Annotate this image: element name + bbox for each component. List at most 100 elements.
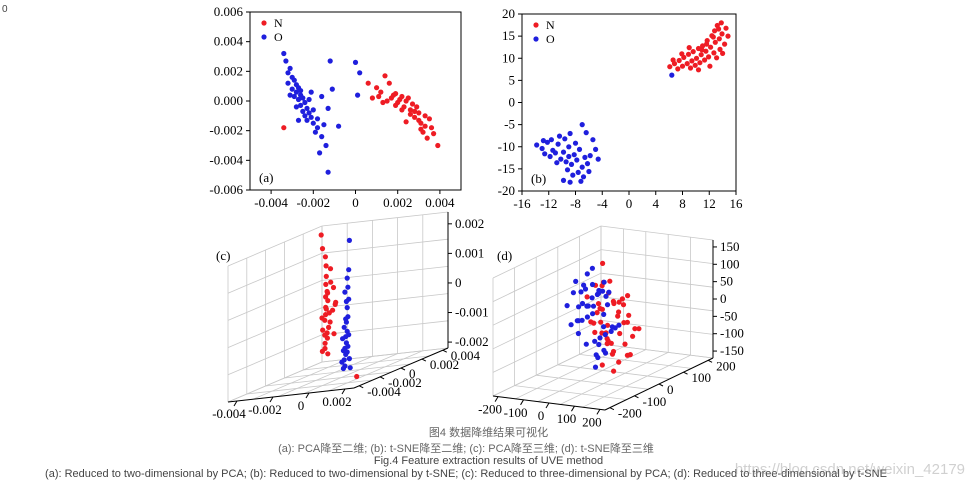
point-o-d	[592, 338, 598, 344]
point-o-d	[575, 330, 582, 337]
x-tick-label-b: 16	[730, 196, 744, 211]
x-tick-label-a: -0.002	[297, 195, 331, 210]
point-o-b	[580, 174, 587, 180]
z-tick-label-d: -100	[720, 326, 744, 341]
point-o-b	[578, 178, 584, 184]
z-tick-label-d: 100	[720, 256, 740, 271]
grid-line-c	[227, 334, 323, 376]
x-tick-label-c: 0	[298, 398, 305, 413]
y-tick-label-b: -20	[498, 183, 515, 198]
z-tick-label-c: 0	[455, 275, 462, 290]
point-o-d	[582, 286, 589, 292]
point-o-b	[582, 154, 588, 160]
point-o-b	[547, 153, 553, 160]
x-tick-label-a: 0	[352, 195, 359, 210]
point-o-d	[602, 332, 608, 338]
point-o-b	[587, 153, 593, 159]
point-n-a	[407, 107, 413, 113]
y-tick-label-d: 0	[667, 382, 674, 397]
point-o-c	[343, 316, 349, 322]
point-o-d	[601, 311, 607, 317]
x-tick-label-b: -16	[513, 196, 531, 211]
y-tick-label-b: 5	[509, 72, 516, 87]
point-o-a	[302, 113, 308, 119]
point-n-b	[706, 54, 712, 60]
x-tick-label-d: -200	[478, 402, 502, 417]
point-n-d	[607, 278, 613, 284]
point-o-d	[597, 335, 603, 341]
point-n-a	[412, 108, 418, 114]
point-n-a	[412, 114, 418, 120]
point-n-a	[374, 85, 380, 91]
point-n-b	[692, 62, 698, 68]
point-n-a	[416, 117, 422, 123]
point-o-b	[552, 150, 559, 156]
point-o-b	[595, 156, 601, 162]
grid-line-c	[303, 355, 430, 371]
point-o-a	[281, 50, 287, 57]
grid-line-d	[492, 249, 602, 302]
point-o-a	[298, 102, 304, 108]
point-n-c	[323, 304, 329, 310]
point-o-b	[590, 137, 596, 143]
grid-line-d	[536, 374, 649, 390]
point-n-b	[679, 51, 685, 57]
point-n-a	[422, 113, 428, 119]
point-n-c	[331, 331, 337, 337]
y-tick-label-b: -15	[498, 161, 515, 176]
y-tick-label-b: -5	[504, 117, 515, 132]
point-n-b	[693, 55, 700, 61]
grid-line-c	[227, 252, 323, 294]
point-n-a	[409, 101, 416, 107]
point-o-a	[295, 117, 302, 123]
point-o-d	[584, 271, 590, 277]
point-n-c	[322, 254, 328, 260]
point-o-a	[317, 150, 323, 156]
y-tick-label-c: 0.002	[430, 357, 459, 372]
point-o-b	[560, 149, 567, 155]
point-n-c	[323, 273, 329, 279]
y-tick-label-d: 100	[692, 370, 712, 385]
point-o-a	[289, 86, 295, 92]
point-o-d	[606, 289, 612, 295]
point-o-a	[306, 110, 312, 116]
grid-line-c	[253, 358, 348, 400]
point-n-d	[616, 299, 622, 305]
y-tick-label-a: -0.006	[209, 182, 243, 197]
point-o-a	[336, 123, 342, 129]
point-o-c	[340, 336, 346, 342]
point-n-b	[714, 55, 720, 61]
y-tick-label-a: 0.000	[214, 93, 243, 108]
x-tick-label-b: 12	[703, 196, 716, 211]
point-o-a	[352, 59, 359, 65]
point-o-a	[293, 89, 299, 95]
z-tick-label-c: -0.002	[455, 334, 489, 349]
point-o-c	[345, 343, 351, 349]
z-tick-label-d: 0	[720, 291, 727, 306]
point-o-b	[548, 137, 555, 143]
y-tick-c	[400, 367, 406, 371]
point-o-b	[575, 169, 581, 175]
grid-line-d	[537, 349, 646, 402]
point-o-a	[298, 88, 304, 94]
point-o-a	[325, 169, 331, 175]
point-n-b	[716, 26, 722, 32]
point-n-d	[610, 298, 617, 304]
point-n-a	[386, 80, 392, 86]
point-n-b	[684, 61, 690, 67]
grid-line-c	[246, 379, 373, 395]
point-n-a	[388, 95, 394, 101]
point-o-d	[616, 322, 622, 328]
x-tick-label-c: 0.002	[322, 394, 351, 409]
x-tick-label-d: 0	[538, 408, 545, 423]
point-n-b	[711, 50, 717, 56]
point-n-c	[320, 327, 326, 333]
point-o-d	[564, 303, 570, 309]
point-o-b	[570, 172, 576, 178]
point-o-a	[306, 96, 312, 103]
point-o-a	[300, 108, 306, 114]
x-tick-c	[233, 400, 238, 407]
point-o-a	[308, 114, 314, 120]
grid-line-c	[321, 211, 449, 227]
point-o-b	[564, 167, 571, 173]
